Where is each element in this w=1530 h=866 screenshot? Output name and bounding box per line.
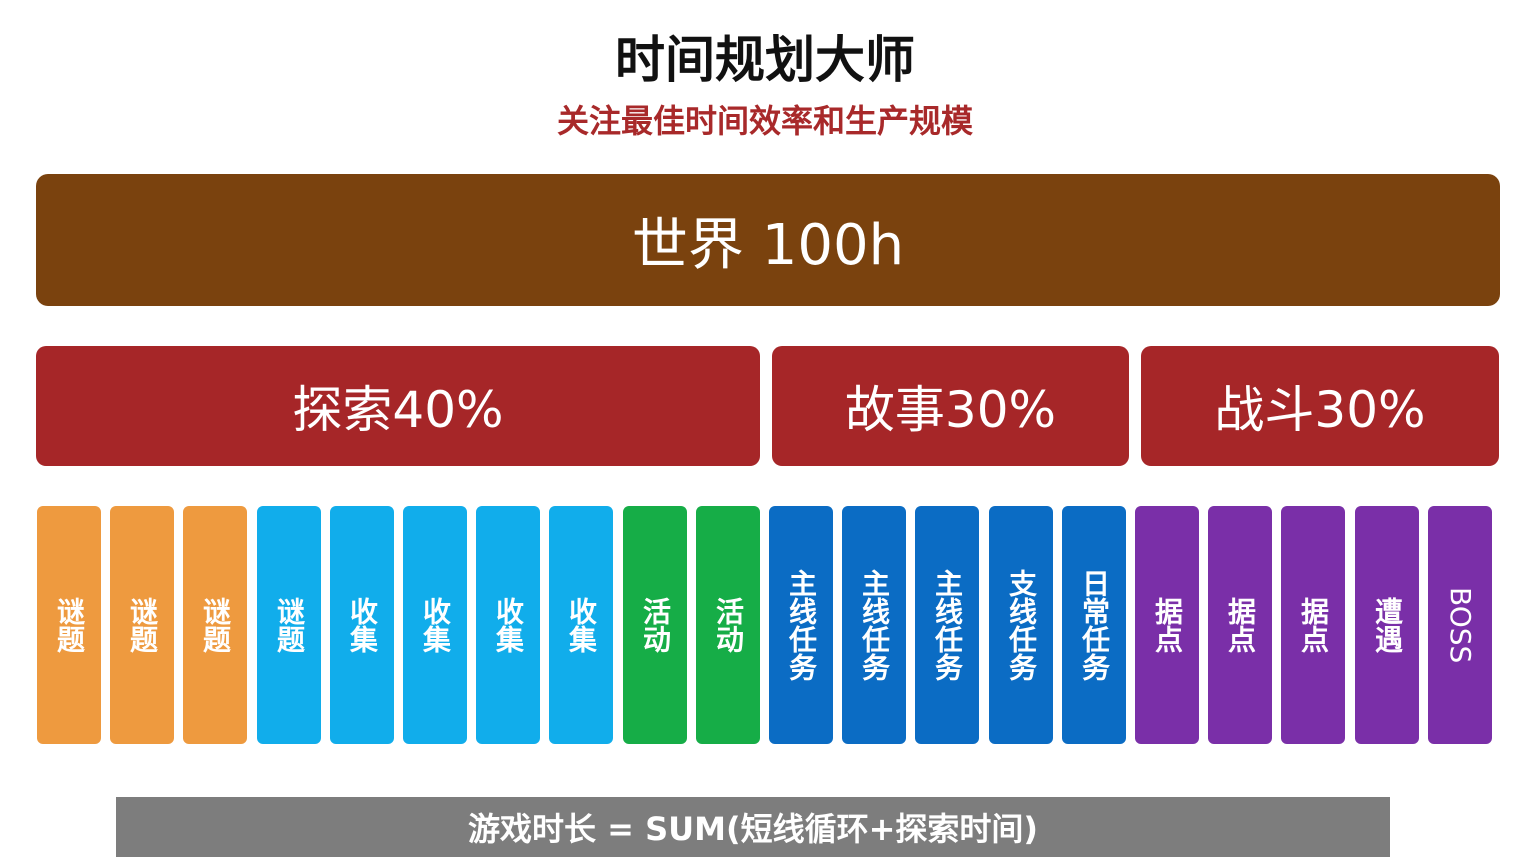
category-combat: 战斗30%: [1141, 346, 1499, 466]
activity-item-label: 遭遇: [1371, 597, 1404, 653]
activity-item-label: 据点: [1297, 597, 1330, 653]
activity-item: 遭遇: [1355, 506, 1419, 744]
activity-item-label: 活动: [712, 597, 745, 653]
activity-item: 收集: [330, 506, 394, 744]
activity-item-label: 活动: [639, 597, 672, 653]
activity-item: 主线任务: [915, 506, 979, 744]
activity-item: 主线任务: [842, 506, 906, 744]
activity-item-label: 据点: [1151, 597, 1184, 653]
activity-item-label: 谜题: [273, 597, 306, 653]
activity-item-label: 据点: [1224, 597, 1257, 653]
activity-item: 据点: [1281, 506, 1345, 744]
activity-item-label: 日常任务: [1078, 569, 1111, 681]
world-label: 世界 100h: [631, 212, 905, 278]
activity-item-label: 收集: [346, 597, 379, 653]
activity-item: 活动: [623, 506, 687, 744]
world-block: 世界 100h: [36, 174, 1500, 306]
category-label: 探索40%: [292, 381, 504, 439]
activity-item: 谜题: [110, 506, 174, 744]
activity-item: 谜题: [183, 506, 247, 744]
category-label: 战斗30%: [1214, 381, 1426, 439]
formula-text: 游戏时长 = SUM(短线循环+探索时间): [467, 810, 1039, 848]
page-subtitle: 关注最佳时间效率和生产规模: [556, 102, 973, 140]
activity-item-label: 谜题: [53, 597, 86, 653]
activity-item-label: 主线任务: [858, 569, 891, 681]
activity-item-label: 谜题: [199, 597, 232, 653]
activity-item-label: 收集: [419, 597, 452, 653]
formula-bar: 游戏时长 = SUM(短线循环+探索时间): [116, 797, 1390, 857]
activity-item: 谜题: [257, 506, 321, 744]
activity-item-label: 收集: [492, 597, 525, 653]
activity-item-label: 主线任务: [785, 569, 818, 681]
activity-item: 活动: [696, 506, 760, 744]
activity-item-label: 收集: [565, 597, 598, 653]
activity-item-label: BOSS: [1444, 586, 1477, 664]
activity-item: 日常任务: [1062, 506, 1126, 744]
activity-item: 收集: [476, 506, 540, 744]
activity-item: 据点: [1135, 506, 1199, 744]
activity-item-label: 谜题: [126, 597, 159, 653]
activity-item-label: 主线任务: [931, 569, 964, 681]
page-title: 时间规划大师: [615, 31, 915, 89]
activity-item: 据点: [1208, 506, 1272, 744]
category-exploration: 探索40%: [36, 346, 760, 466]
activity-item: 收集: [549, 506, 613, 744]
activity-item: 支线任务: [989, 506, 1053, 744]
activity-item: BOSS: [1428, 506, 1492, 744]
activity-item: 主线任务: [769, 506, 833, 744]
category-label: 故事30%: [844, 381, 1057, 439]
category-story: 故事30%: [772, 346, 1129, 466]
activity-item-label: 支线任务: [1005, 569, 1038, 681]
activity-item: 收集: [403, 506, 467, 744]
activity-item: 谜题: [37, 506, 101, 744]
